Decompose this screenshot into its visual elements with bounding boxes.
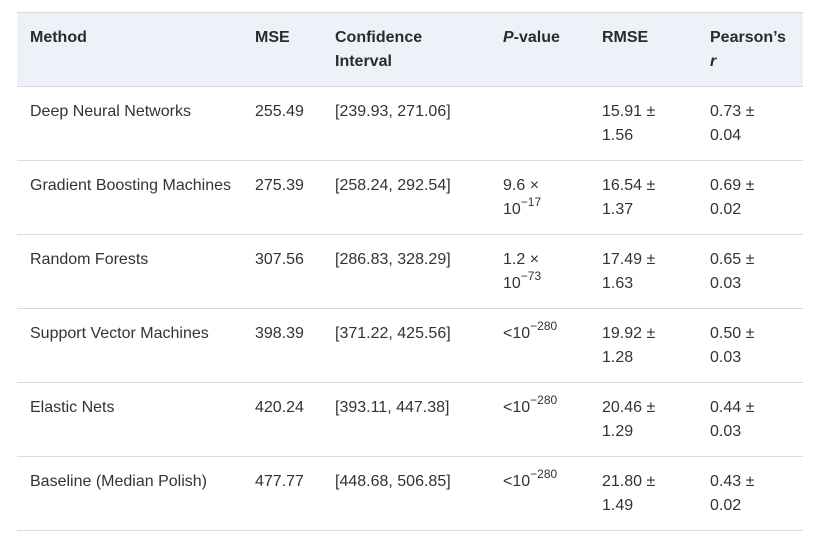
header-pearson-line2: r xyxy=(710,53,717,70)
cell-p-value: 1.2 × 10−73 xyxy=(490,235,589,309)
cell-rmse: 17.49 ± 1.63 xyxy=(589,235,697,309)
cell-mse: 255.49 xyxy=(255,103,304,120)
rmse-error: 1.28 xyxy=(602,349,634,366)
cell-p-value xyxy=(490,87,589,161)
method-label: Gradient Boosting Machines xyxy=(30,177,231,194)
cell-method: Elastic Nets xyxy=(30,399,115,416)
r-error: 0.03 xyxy=(710,275,742,292)
cell-p-value: 9.6 × 10−17 xyxy=(490,161,589,235)
cell-rmse: 16.54 ± 1.37 xyxy=(589,161,697,235)
rmse-value: 20.46 ± xyxy=(602,399,656,416)
cell-rmse: 15.91 ± 1.56 xyxy=(589,87,697,161)
table-body: Deep Neural Networks 255.49 [239.93, 271… xyxy=(17,86,803,531)
cell-p-value: <10−280 xyxy=(490,309,589,383)
table-row: Gradient Boosting Machines 275.39 [258.2… xyxy=(17,160,803,235)
p-exponent: −73 xyxy=(520,268,542,283)
r-value: 0.69 ± xyxy=(710,177,755,194)
rmse-error: 1.29 xyxy=(602,423,634,440)
cell-ci: [286.83, 328.29] xyxy=(335,251,451,268)
header-row: Method MSE Confidence Interval P-value RM… xyxy=(17,12,803,87)
table-row: Baseline (Median Polish) 477.77 [448.68,… xyxy=(17,456,803,531)
header-mse: MSE xyxy=(255,29,290,46)
cell-method: Support Vector Machines xyxy=(30,325,209,342)
rmse-error: 1.56 xyxy=(602,127,634,144)
header-pearson-r: Pearson’s r xyxy=(697,13,803,87)
header-pearson-line1: Pearson’s xyxy=(710,29,786,46)
cell-rmse: 21.80 ± 1.49 xyxy=(589,457,697,531)
r-error: 0.02 xyxy=(710,201,742,218)
cell-mse: 307.56 xyxy=(255,251,304,268)
cell-mse: 420.24 xyxy=(255,399,304,416)
p-exponent: −280 xyxy=(530,392,558,407)
table-row: Random Forests 307.56 [286.83, 328.29] 1… xyxy=(17,234,803,309)
cell-mse: 398.39 xyxy=(255,325,304,342)
p-base: <10 xyxy=(503,399,531,416)
rmse-value: 15.91 ± xyxy=(602,103,656,120)
cell-mse: 477.77 xyxy=(255,473,304,490)
cell-pearson-r: 0.73 ± 0.04 xyxy=(697,87,803,161)
table-row: Support Vector Machines 398.39 [371.22, … xyxy=(17,308,803,383)
p-mantissa: 9.6 × xyxy=(503,177,540,194)
r-value: 0.73 ± xyxy=(710,103,755,120)
header-p-rest: -value xyxy=(513,29,560,46)
header-confidence-interval: Confidence Interval xyxy=(322,13,490,87)
r-error: 0.02 xyxy=(710,497,742,514)
cell-ci: [393.11, 447.38] xyxy=(335,399,450,416)
table-header: Method MSE Confidence Interval P-value RM… xyxy=(17,12,803,87)
cell-method: Baseline (Median Polish) xyxy=(30,473,207,490)
cell-rmse: 19.92 ± 1.28 xyxy=(589,309,697,383)
rmse-error: 1.49 xyxy=(602,497,634,514)
cell-mse: 275.39 xyxy=(255,177,304,194)
header-method: Method xyxy=(30,29,87,46)
cell-ci: [448.68, 506.85] xyxy=(335,473,451,490)
cell-ci: [258.24, 292.54] xyxy=(335,177,451,194)
rmse-value: 19.92 ± xyxy=(602,325,656,342)
header-rmse: RMSE xyxy=(602,29,649,46)
cell-pearson-r: 0.50 ± 0.03 xyxy=(697,309,803,383)
header-ci-line2: Interval xyxy=(335,53,392,70)
cell-rmse: 20.46 ± 1.29 xyxy=(589,383,697,457)
r-value: 0.65 ± xyxy=(710,251,755,268)
header-p-value: P-value xyxy=(490,13,589,87)
p-exponent: −280 xyxy=(530,466,558,481)
r-error: 0.03 xyxy=(710,349,742,366)
cell-method: Deep Neural Networks xyxy=(30,103,191,120)
rmse-value: 21.80 ± xyxy=(602,473,656,490)
rmse-error: 1.37 xyxy=(602,201,634,218)
cell-pearson-r: 0.44 ± 0.03 xyxy=(697,383,803,457)
table-row: Deep Neural Networks 255.49 [239.93, 271… xyxy=(17,86,803,161)
p-base: 10 xyxy=(503,275,521,292)
cell-ci: [239.93, 271.06] xyxy=(335,103,451,120)
cell-pearson-r: 0.43 ± 0.02 xyxy=(697,457,803,531)
results-table: Method MSE Confidence Interval P-value RM… xyxy=(17,12,803,531)
r-error: 0.04 xyxy=(710,127,742,144)
p-base: 10 xyxy=(503,201,521,218)
table-row: Elastic Nets 420.24 [393.11, 447.38] <10… xyxy=(17,382,803,457)
rmse-value: 16.54 ± xyxy=(602,177,656,194)
header-ci-line1: Confidence xyxy=(335,29,423,46)
rmse-error: 1.63 xyxy=(602,275,634,292)
p-base: <10 xyxy=(503,325,531,342)
p-exponent: −280 xyxy=(530,318,558,333)
cell-pearson-r: 0.69 ± 0.02 xyxy=(697,161,803,235)
header-p-italic: P xyxy=(503,29,514,46)
r-value: 0.50 ± xyxy=(710,325,755,342)
r-value: 0.44 ± xyxy=(710,399,755,416)
p-base: <10 xyxy=(503,473,531,490)
cell-method: Gradient Boosting Machines xyxy=(17,161,242,235)
cell-ci: [371.22, 425.56] xyxy=(335,325,451,342)
cell-p-value: <10−280 xyxy=(490,383,589,457)
rmse-value: 17.49 ± xyxy=(602,251,656,268)
r-value: 0.43 ± xyxy=(710,473,755,490)
cell-method: Random Forests xyxy=(30,251,149,268)
p-exponent: −17 xyxy=(520,194,542,209)
cell-p-value: <10−280 xyxy=(490,457,589,531)
r-error: 0.03 xyxy=(710,423,742,440)
cell-pearson-r: 0.65 ± 0.03 xyxy=(697,235,803,309)
p-mantissa: 1.2 × xyxy=(503,251,540,268)
